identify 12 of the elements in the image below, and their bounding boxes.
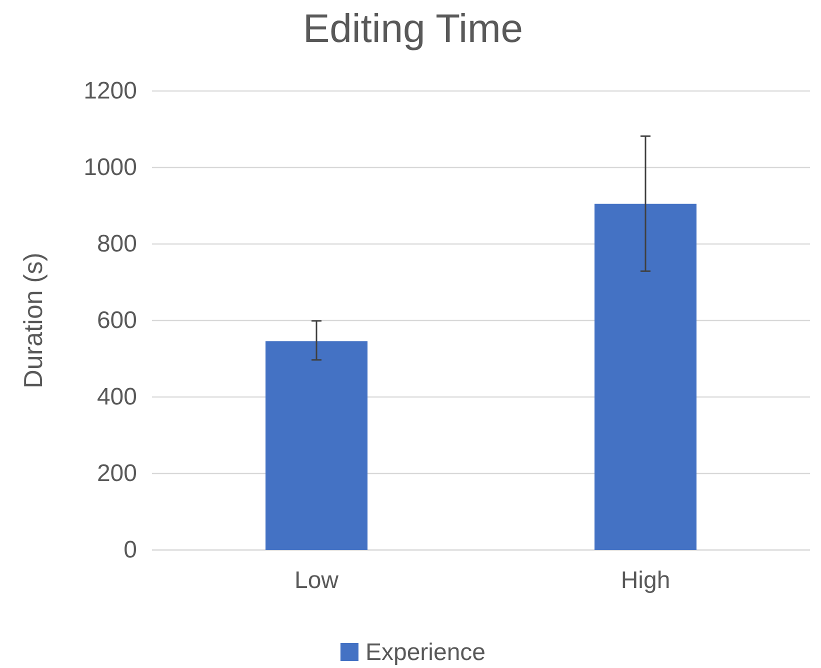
y-tick-label: 0 xyxy=(124,536,137,564)
x-tick-label: High xyxy=(620,566,670,594)
legend-label: Experience xyxy=(365,639,486,666)
y-tick-label: 1000 xyxy=(84,154,137,182)
y-tick-label: 200 xyxy=(96,460,137,488)
y-tick-label: 800 xyxy=(96,230,137,258)
y-tick-label: 600 xyxy=(96,307,137,334)
y-tick-label: 1200 xyxy=(84,78,137,105)
x-tick-label: Low xyxy=(294,566,340,594)
y-axis-title: Duration (s) xyxy=(18,252,48,388)
y-tick-label: 400 xyxy=(96,384,137,411)
chart-title: Editing Time xyxy=(302,7,524,51)
